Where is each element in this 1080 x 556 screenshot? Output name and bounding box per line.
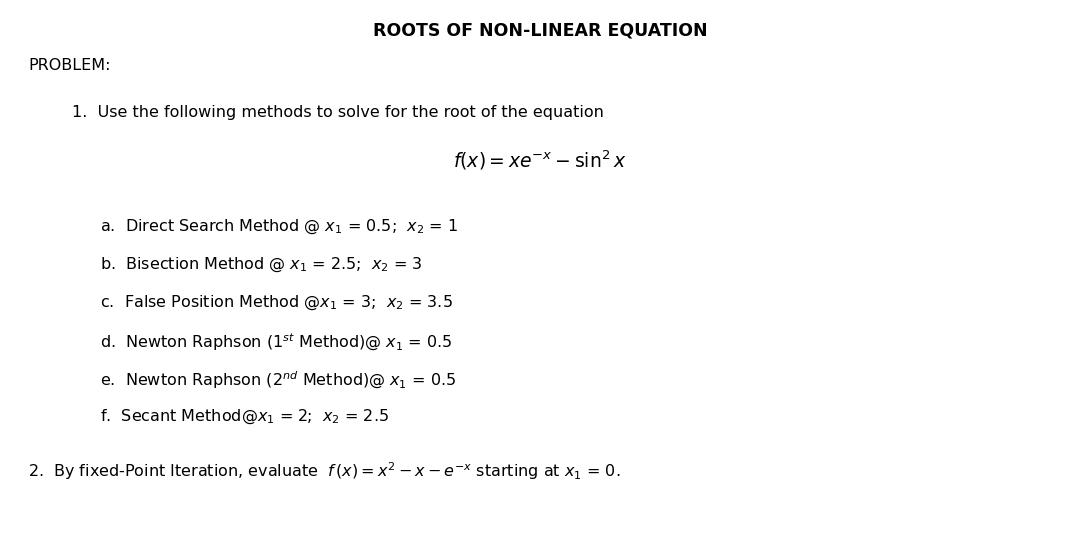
Text: a.  Direct Search Method @ $x_1$ = 0.5;  $x_2$ = 1: a. Direct Search Method @ $x_1$ = 0.5; $… [100,218,458,236]
Text: $f(x) = xe^{-x} - \sin^2 x$: $f(x) = xe^{-x} - \sin^2 x$ [454,148,626,171]
Text: d.  Newton Raphson (1$^{st}$ Method)@ $x_1$ = 0.5: d. Newton Raphson (1$^{st}$ Method)@ $x_… [100,332,453,353]
Text: e.  Newton Raphson (2$^{nd}$ Method)@ $x_1$ = 0.5: e. Newton Raphson (2$^{nd}$ Method)@ $x_… [100,370,456,391]
Text: PROBLEM:: PROBLEM: [28,58,110,73]
Text: ROOTS OF NON-LINEAR EQUATION: ROOTS OF NON-LINEAR EQUATION [373,22,707,40]
Text: c.  False Position Method @$x_1$ = 3;  $x_2$ = 3.5: c. False Position Method @$x_1$ = 3; $x_… [100,294,453,312]
Text: 2.  By fixed-Point Iteration, evaluate  $f\,(x)= x^2 - x - e^{-x}$ starting at $: 2. By fixed-Point Iteration, evaluate $f… [28,460,620,481]
Text: 1.  Use the following methods to solve for the root of the equation: 1. Use the following methods to solve fo… [72,105,604,120]
Text: b.  Bisection Method @ $x_1$ = 2.5;  $x_2$ = 3: b. Bisection Method @ $x_1$ = 2.5; $x_2$… [100,256,422,275]
Text: f.  Secant Method@$x_1$ = 2;  $x_2$ = 2.5: f. Secant Method@$x_1$ = 2; $x_2$ = 2.5 [100,408,389,426]
